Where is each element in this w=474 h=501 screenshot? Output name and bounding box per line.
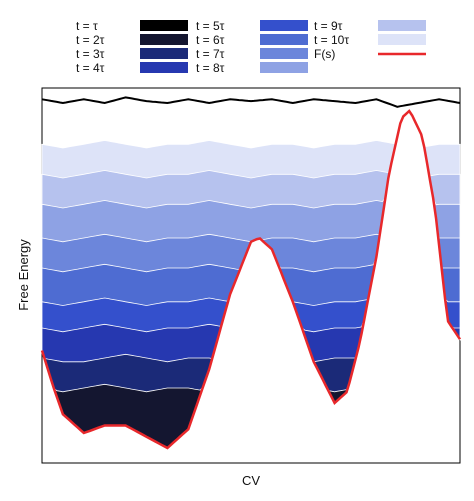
legend-label-10: t = 10τ	[314, 33, 349, 47]
legend-swatch-6	[260, 34, 308, 45]
curves	[40, 96, 462, 450]
legend: t = τt = 2τt = 3τt = 4τ t = 5τt = 6τt = 7…	[76, 19, 426, 75]
legend-swatch-10	[378, 34, 426, 45]
fs-curve	[40, 109, 462, 450]
legend-swatch-1	[140, 20, 188, 31]
legend-label-8: t = 8τ	[196, 61, 225, 75]
legend-label-3: t = 3τ	[76, 47, 105, 61]
legend-swatch-3	[140, 48, 188, 59]
legend-swatch-4	[140, 62, 188, 73]
legend-label-1: t = τ	[76, 19, 98, 33]
legend-swatch-9	[378, 20, 426, 31]
legend-label-9: t = 9τ	[314, 19, 343, 33]
legend-label-7: t = 7τ	[196, 47, 225, 61]
legend-swatch-8	[260, 62, 308, 73]
legend-label-5: t = 5τ	[196, 19, 225, 33]
legend-label-4: t = 4τ	[76, 61, 105, 75]
legend-label-11: F(s)	[314, 47, 335, 61]
y-axis-label: Free Energy	[16, 239, 31, 311]
series-line-t1	[41, 96, 461, 108]
legend-label-6: t = 6τ	[196, 33, 225, 47]
legend-swatch-7	[260, 48, 308, 59]
legend-label-2: t = 2τ	[76, 33, 105, 47]
free-energy-layers	[41, 110, 461, 449]
legend-swatch-5	[260, 20, 308, 31]
legend-swatch-2	[140, 34, 188, 45]
x-axis-label: CV	[242, 473, 260, 488]
